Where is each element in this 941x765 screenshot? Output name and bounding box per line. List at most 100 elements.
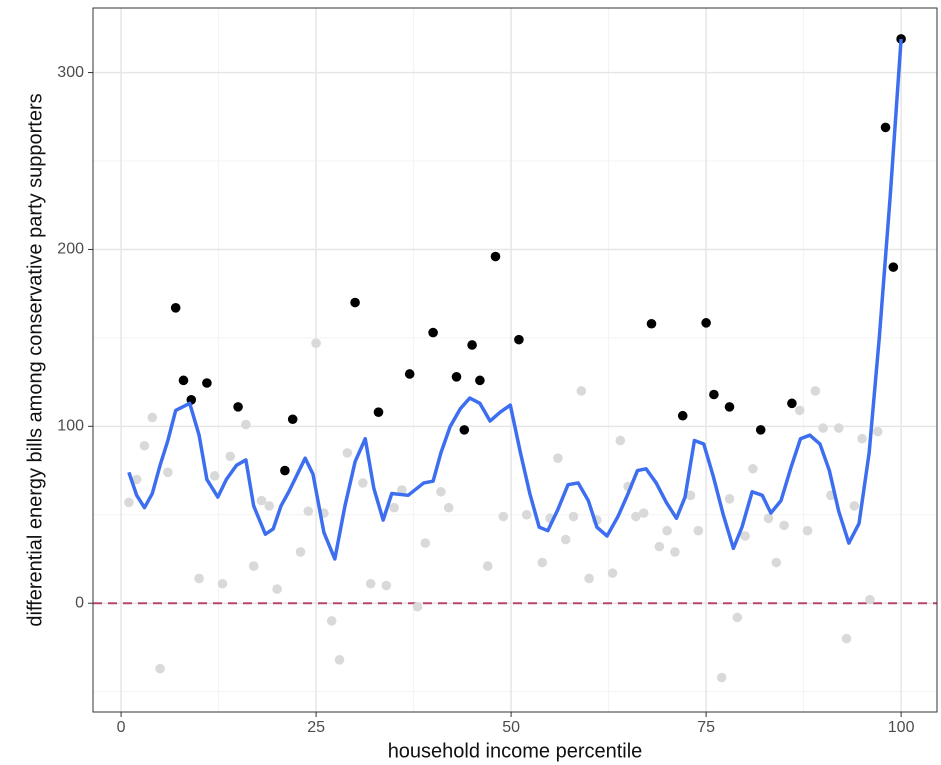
point	[646, 318, 657, 329]
point	[865, 594, 875, 605]
point	[857, 433, 867, 444]
point	[350, 297, 360, 308]
point	[428, 327, 438, 338]
point	[225, 451, 236, 462]
point	[810, 386, 821, 396]
point	[654, 541, 665, 552]
point	[568, 511, 579, 522]
x-tick-label: 25	[307, 719, 325, 736]
x-tick-label: 100	[888, 719, 915, 736]
point	[264, 501, 275, 511]
panel	[93, 8, 937, 712]
y-tick-label: 300	[57, 64, 84, 81]
point	[280, 465, 290, 476]
point	[521, 509, 532, 520]
point	[475, 375, 485, 386]
point	[241, 419, 251, 430]
point	[482, 561, 493, 571]
point	[787, 398, 797, 409]
x-tick-label: 50	[502, 719, 520, 736]
point	[880, 122, 891, 133]
point	[584, 573, 594, 584]
point	[124, 497, 134, 508]
point	[194, 573, 204, 584]
point	[397, 485, 407, 495]
point	[365, 578, 376, 589]
y-tick-label: 100	[57, 418, 84, 435]
point	[420, 538, 431, 548]
point	[693, 525, 704, 536]
x-axis-title: household income percentile	[388, 740, 643, 762]
point	[576, 386, 587, 396]
point	[670, 547, 680, 557]
y-axis-title: differential energy bills among conserva…	[24, 93, 46, 626]
point	[888, 262, 899, 272]
point	[560, 534, 571, 545]
point	[209, 471, 220, 481]
point	[771, 557, 782, 568]
point	[631, 511, 641, 522]
point	[178, 375, 189, 386]
panel-border	[92, 7, 938, 713]
point	[170, 303, 181, 313]
point	[724, 494, 735, 504]
point	[841, 633, 852, 644]
point	[701, 318, 711, 328]
point	[779, 520, 789, 531]
point	[303, 506, 314, 517]
point	[615, 435, 626, 446]
point	[732, 612, 743, 623]
point	[155, 663, 165, 674]
point	[295, 547, 306, 557]
point	[248, 561, 259, 571]
point	[358, 478, 368, 488]
point	[709, 389, 719, 400]
x-tick-label: 0	[117, 719, 126, 736]
point	[459, 425, 470, 435]
point	[256, 495, 267, 506]
point	[537, 557, 548, 568]
point	[802, 525, 813, 536]
point	[373, 407, 384, 417]
point	[833, 423, 844, 433]
point	[818, 423, 828, 433]
point	[451, 372, 462, 382]
point	[381, 580, 392, 591]
point	[412, 601, 423, 612]
point	[514, 334, 524, 345]
point	[342, 448, 353, 458]
point	[638, 508, 649, 518]
point	[872, 426, 883, 437]
point	[490, 251, 501, 262]
point	[748, 463, 758, 474]
point	[436, 486, 446, 497]
x-tick-label: 75	[697, 719, 715, 736]
point	[389, 502, 399, 513]
point	[607, 568, 618, 578]
point	[755, 425, 766, 435]
y-tick-label: 200	[57, 241, 84, 258]
point	[849, 501, 860, 511]
point	[272, 584, 282, 594]
point	[217, 578, 228, 589]
point	[287, 414, 298, 425]
y-tick-label: 0	[75, 594, 84, 611]
point	[404, 369, 415, 379]
point	[131, 474, 142, 485]
point	[716, 672, 727, 683]
point	[498, 511, 509, 522]
point	[139, 440, 150, 451]
point	[311, 338, 321, 348]
point	[443, 502, 454, 513]
point	[763, 513, 774, 524]
point	[662, 525, 672, 536]
point	[685, 490, 696, 501]
point	[163, 467, 173, 478]
point	[677, 410, 688, 421]
point	[202, 378, 212, 388]
point	[794, 405, 805, 416]
point	[740, 531, 750, 541]
point	[724, 402, 735, 412]
point	[233, 402, 243, 412]
